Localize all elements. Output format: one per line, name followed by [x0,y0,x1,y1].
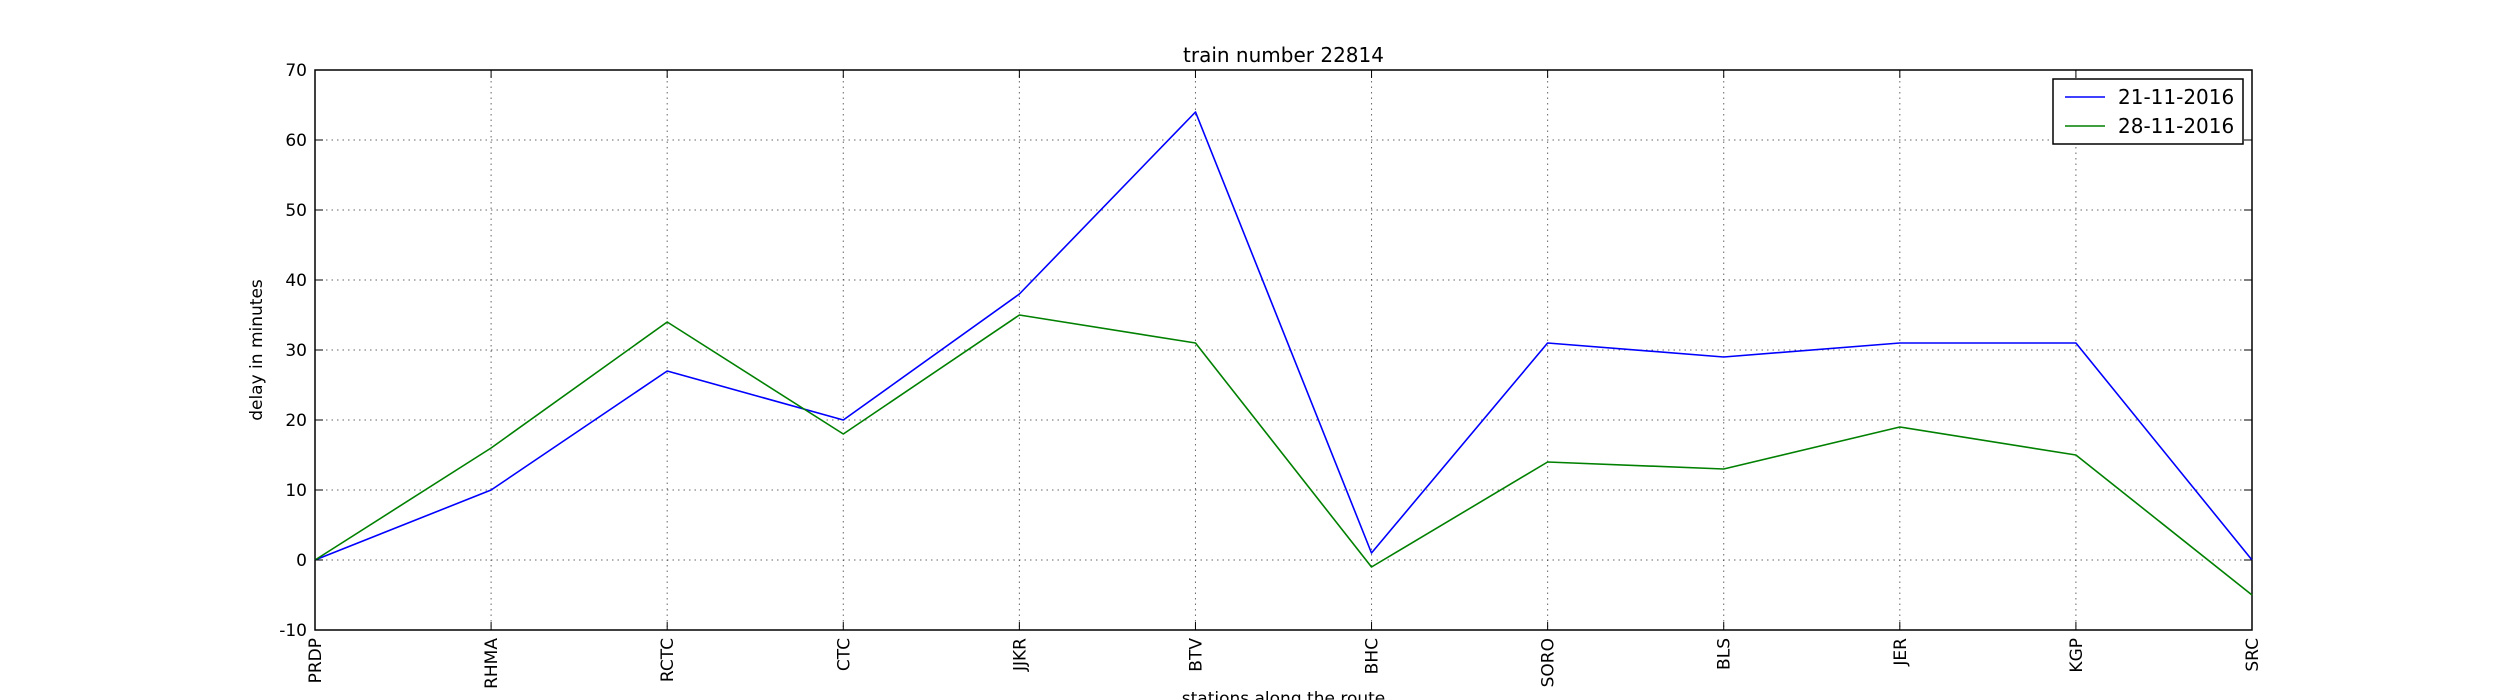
y-axis-ticks: -10 0 10 20 30 40 50 60 70 [279,61,2252,641]
x-tick-label: RCTC [658,638,678,682]
legend-label: 28-11-2016 [2118,114,2234,138]
x-tick-label: RHMA [482,638,502,689]
x-tick-label: JER [1891,638,1911,667]
x-tick-label: PRDP [306,638,326,683]
x-axis-label: stations along the route [1182,689,1386,700]
y-tick-label: 50 [285,201,307,221]
legend-label: 21-11-2016 [2118,85,2234,109]
y-tick-label: 20 [285,411,307,431]
y-axis-label: delay in minutes [247,279,267,421]
y-tick-label: -10 [279,621,307,641]
x-tick-label: BHC [1363,638,1383,674]
x-tick-label: SRC [2243,638,2263,672]
series-line [314,314,2253,596]
x-tick-label: SORO [1539,638,1559,687]
x-tick-label: BTV [1186,638,1206,672]
y-tick-label: 60 [285,131,307,151]
y-tick-label: 10 [285,481,307,501]
grid-lines [314,69,2253,631]
y-tick-label: 30 [285,341,307,361]
y-tick-label: 40 [285,271,307,291]
y-tick-label: 70 [285,61,307,81]
x-tick-label: BLS [1715,638,1735,670]
x-tick-label: JJKR [1010,638,1030,672]
x-axis-ticks: PRDP RHMA RCTC CTC JJKR BTV BHC SORO BLS JER KGP SR… [306,70,2263,689]
x-tick-label: KGP [2067,638,2087,673]
legend: 21-11-2016 28-11-2016 [2052,78,2244,145]
legend-box [2052,78,2244,145]
x-tick-label: CTC [834,638,854,671]
series-lines [314,111,2253,596]
series-line [314,111,2253,561]
y-tick-label: 0 [296,551,307,571]
chart-title: train number 22814 [1183,43,1384,67]
